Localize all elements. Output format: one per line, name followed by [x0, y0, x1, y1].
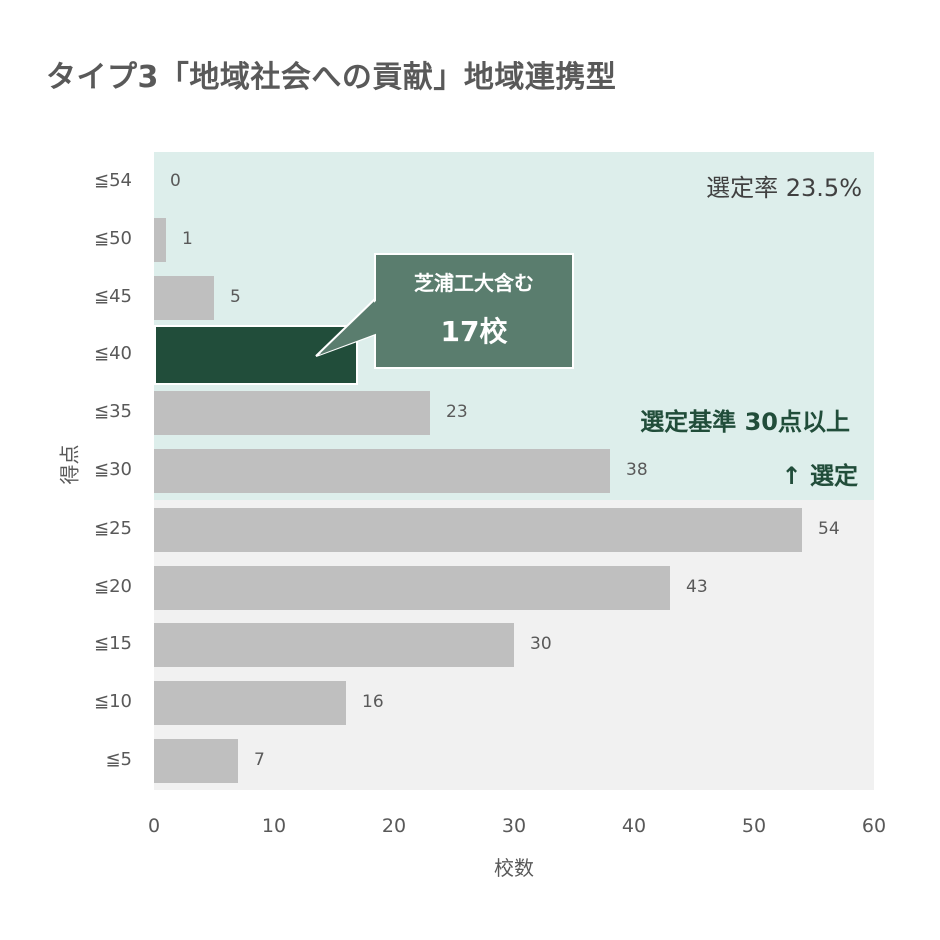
- bar: [154, 449, 610, 493]
- callout-line1: 芝浦工大含む: [414, 271, 534, 295]
- bar-value-label: 30: [530, 634, 552, 655]
- y-tick-label: ≦54: [94, 170, 132, 191]
- x-tick-label: 60: [861, 815, 887, 837]
- selection-criteria-label: 選定基準 30点以上: [640, 408, 850, 436]
- bar: [154, 391, 430, 436]
- chart-title: タイプ3「地域社会への貢献」地域連携型: [46, 60, 617, 95]
- bar-value-label: 43: [686, 576, 708, 597]
- y-tick-label: ≦10: [94, 691, 132, 713]
- bar-value-label: 16: [362, 692, 384, 713]
- bar: [154, 739, 238, 783]
- y-tick-label: ≦45: [94, 285, 132, 307]
- bar-value-label: 23: [446, 402, 468, 423]
- bar-value-label: 0: [170, 171, 181, 191]
- x-tick-label: 40: [621, 815, 647, 837]
- x-tick-label: 20: [381, 815, 407, 837]
- bar: [154, 623, 514, 668]
- y-tick-label: ≦20: [94, 575, 132, 597]
- callout-line2: 17校: [440, 315, 508, 348]
- bar: [154, 681, 346, 726]
- highlighted-bar: [154, 325, 358, 386]
- callout-box: 芝浦工大含む 17校: [374, 253, 574, 369]
- x-tick-label: 50: [741, 815, 767, 837]
- y-tick-label: ≦5: [105, 749, 132, 770]
- y-tick-label: ≦25: [94, 517, 132, 539]
- y-tick-label: ≦35: [94, 401, 132, 423]
- y-axis-title: 得点: [57, 444, 82, 485]
- selection-rate-label: 選定率 23.5%: [706, 174, 862, 202]
- bar-value-label: 5: [230, 286, 241, 307]
- bar-value-label: 54: [818, 518, 840, 539]
- bar: [154, 565, 670, 610]
- selected-arrow-label: ↑ 選定: [781, 462, 858, 490]
- x-tick-label: 10: [261, 815, 287, 837]
- bar: [154, 275, 214, 320]
- x-tick-label: 30: [501, 815, 527, 837]
- y-tick-label: ≦40: [94, 343, 132, 365]
- y-tick-label: ≦30: [94, 459, 132, 480]
- y-tick-label: ≦15: [94, 633, 132, 655]
- bar-value-label: 38: [626, 460, 648, 480]
- bar-value-label: 1: [182, 228, 193, 249]
- bar: [154, 217, 166, 262]
- bar-value-label: 7: [254, 750, 265, 770]
- y-tick-label: ≦50: [94, 227, 132, 249]
- x-axis-title: 校数: [494, 856, 534, 880]
- bar: [154, 507, 802, 552]
- x-tick-label: 0: [147, 815, 161, 837]
